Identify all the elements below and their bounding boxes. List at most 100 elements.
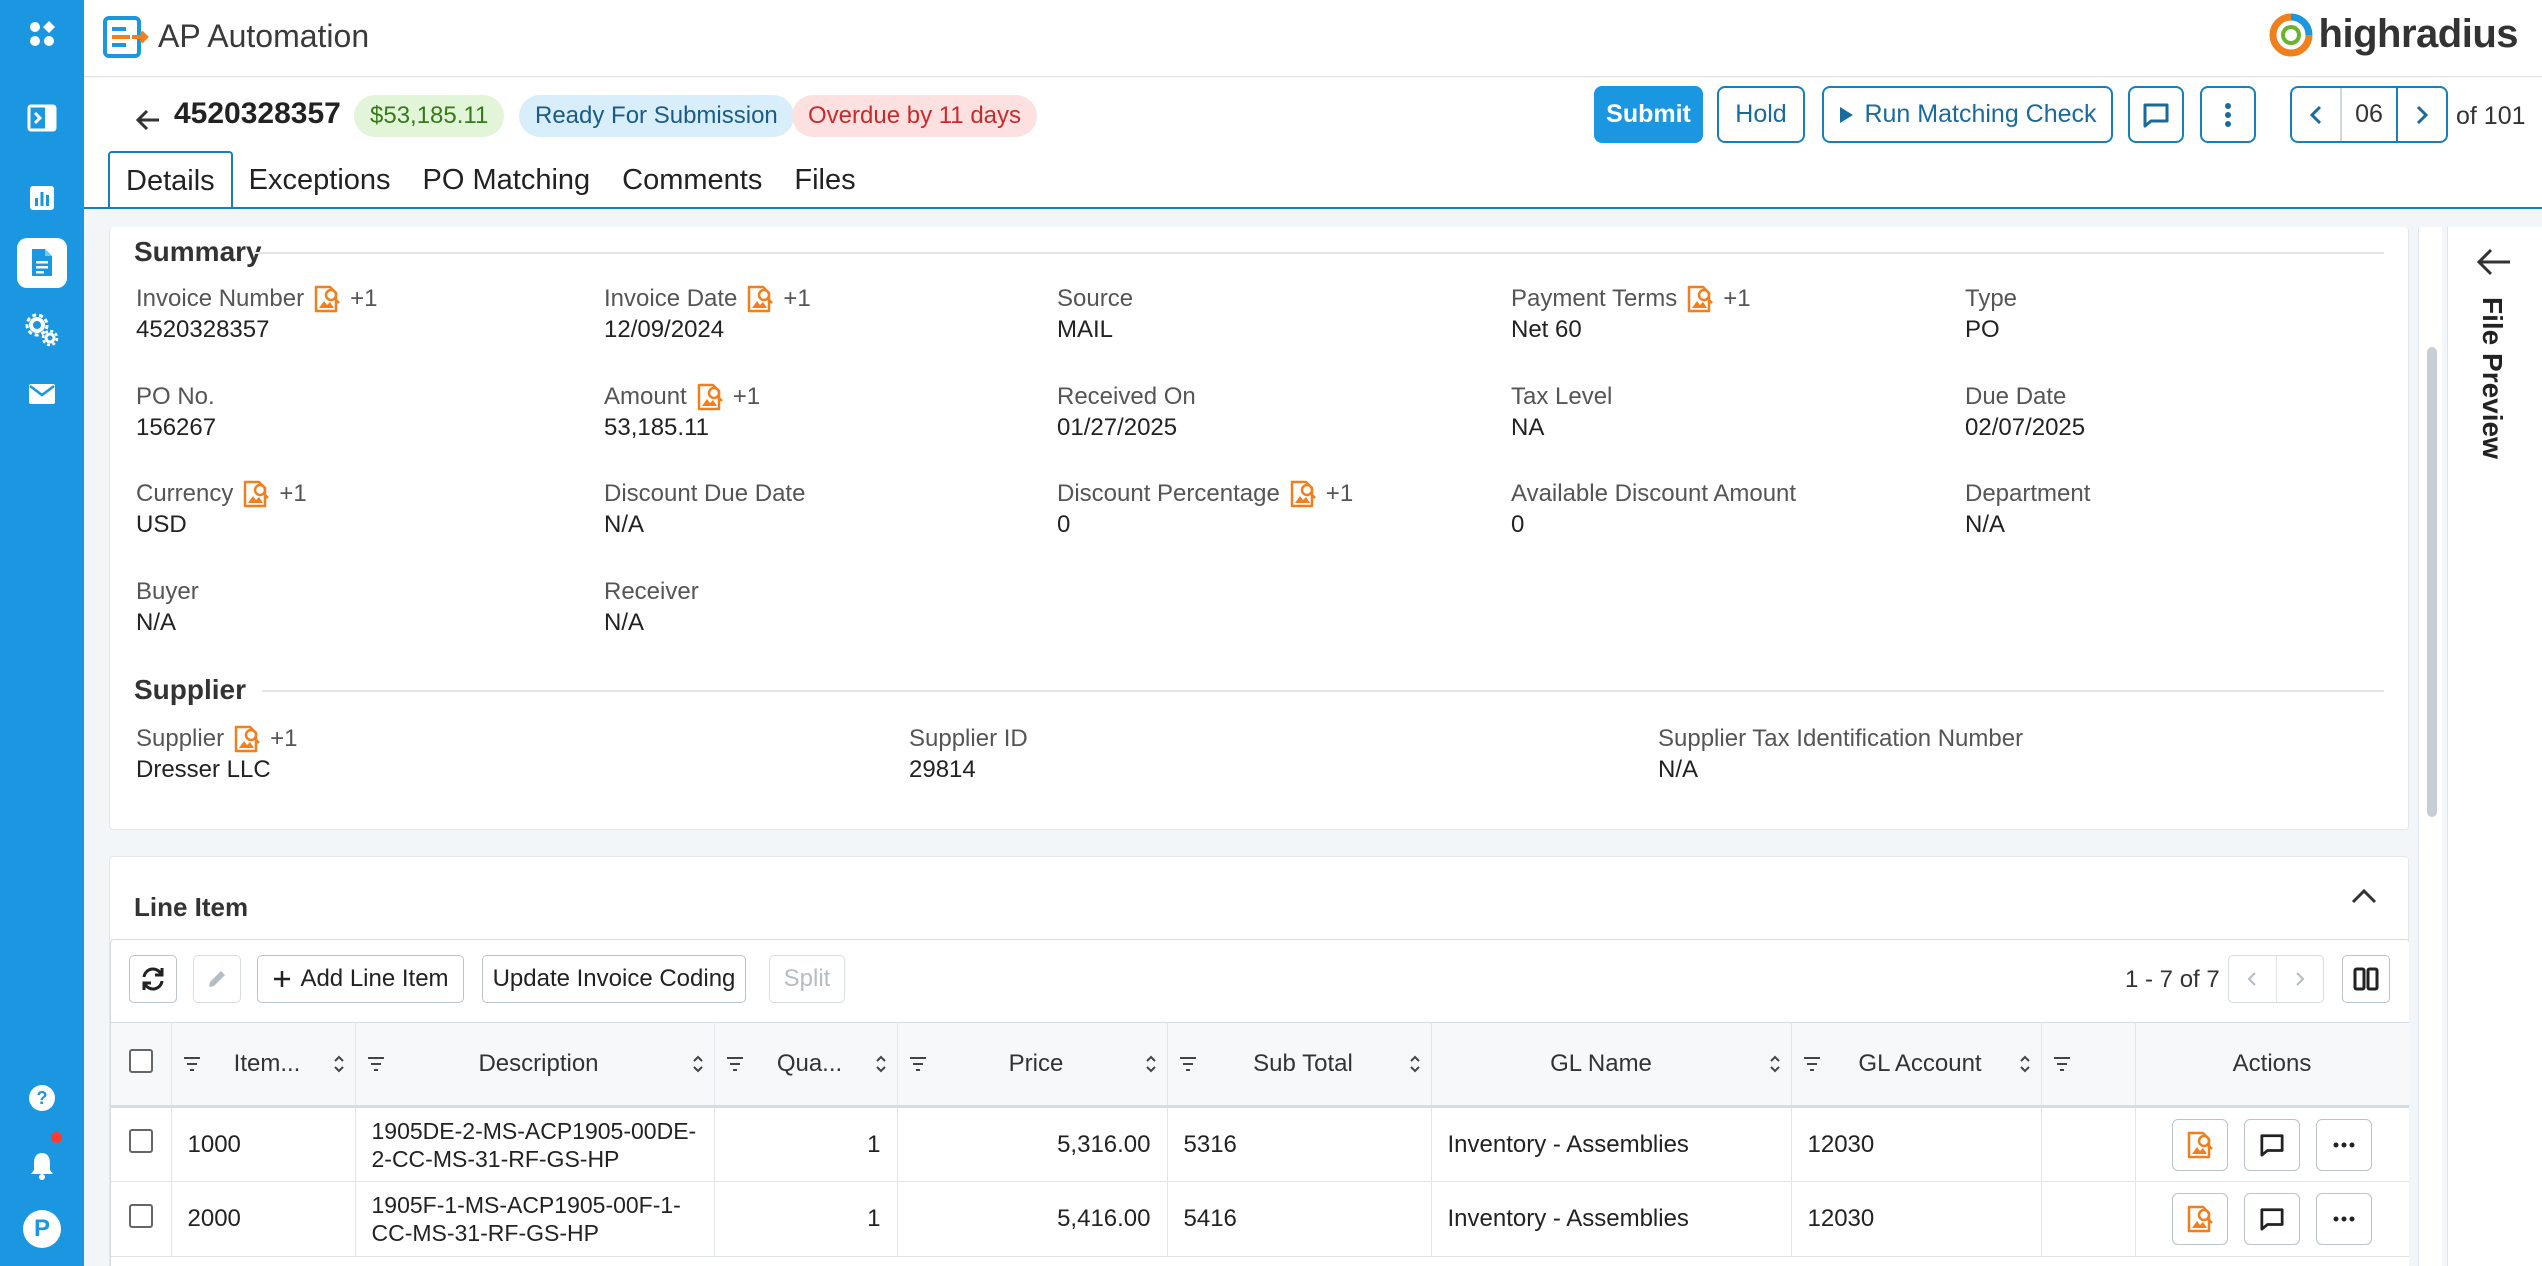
received-on-label: Received On [1057,383,1196,410]
tab-po-matching[interactable]: PO Matching [422,163,591,196]
add-line-item-button[interactable]: Add Line Item [257,955,464,1003]
sort-icon[interactable] [1145,1054,1157,1074]
previous-page-button[interactable] [2229,956,2276,1002]
filter-icon[interactable] [182,1056,202,1072]
filter-icon[interactable] [1802,1056,1822,1072]
currency-extra[interactable]: +1 [279,480,307,507]
run-matching-check-button[interactable]: Run Matching Check [1822,86,2113,143]
document-image-icon[interactable] [232,724,262,754]
filter-icon[interactable] [1178,1056,1198,1072]
bar-chart-icon[interactable] [17,173,67,223]
gl-account-cell[interactable]: 12030 [1791,1181,2042,1257]
filter-icon[interactable] [908,1056,928,1072]
price-cell[interactable]: 5,316.00 [897,1106,1168,1182]
column-header-price[interactable]: Price [897,1022,1168,1108]
content-scrollbar[interactable] [2418,227,2442,1266]
column-header-description[interactable]: Description [355,1022,715,1108]
row-more-button[interactable] [2316,1193,2372,1245]
back-arrow-icon[interactable] [128,100,168,140]
previous-invoice-button[interactable] [2292,88,2340,141]
chevron-up-icon[interactable] [2350,887,2378,905]
hold-button[interactable]: Hold [1717,86,1805,143]
discount-percentage-value: 0 [1057,511,1071,538]
update-invoice-coding-button[interactable]: Update Invoice Coding [482,955,746,1003]
filter-icon[interactable] [366,1056,386,1072]
gl-name-cell[interactable]: Inventory - Assemblies [1431,1106,1792,1182]
gl-account-cell[interactable]: 12030 [1791,1106,2042,1182]
price-cell[interactable]: 5,416.00 [897,1181,1168,1257]
invoice-date-extra[interactable]: +1 [783,285,811,312]
column-header-gl-name[interactable]: GL Name [1431,1022,1792,1108]
tab-exceptions[interactable]: Exceptions [248,163,391,196]
document-image-icon[interactable] [1288,479,1318,509]
column-header-subtotal[interactable]: Sub Total [1167,1022,1432,1108]
sort-icon[interactable] [875,1054,887,1074]
edit-button[interactable] [193,955,241,1003]
invoice-number-extra[interactable]: +1 [350,285,378,312]
description-cell[interactable]: 1905DE-2-MS-ACP1905-00DE-2-CC-MS-31-RF-G… [355,1106,715,1182]
gears-icon[interactable] [17,305,67,355]
avatar[interactable]: P [23,1210,61,1248]
sort-icon[interactable] [1409,1054,1421,1074]
bell-icon[interactable] [17,1140,67,1190]
more-options-button[interactable] [2200,86,2256,143]
row-checkbox[interactable] [128,1203,153,1228]
filter-icon[interactable] [2052,1056,2072,1072]
view-document-button[interactable] [2172,1193,2228,1245]
sort-icon[interactable] [2019,1054,2031,1074]
expand-preview-arrow-icon[interactable] [2476,247,2512,277]
document-icon[interactable] [17,238,67,288]
item-cell[interactable]: 1000 [171,1106,356,1182]
quantity-cell[interactable]: 1 [714,1106,898,1182]
submit-button[interactable]: Submit [1594,86,1703,143]
description-cell[interactable]: 1905F-1-MS-ACP1905-00F-1-CC-MS-31-RF-GS-… [355,1181,715,1257]
column-header-extra[interactable] [2041,1022,2136,1108]
discount-percentage-extra[interactable]: +1 [1325,480,1354,507]
payment-terms-label: Payment Terms [1511,285,1678,312]
mail-icon[interactable] [17,369,67,419]
row-checkbox[interactable] [128,1129,153,1153]
view-document-button[interactable] [2172,1118,2228,1171]
amount-extra[interactable]: +1 [732,383,761,410]
row-more-button[interactable] [2316,1118,2372,1171]
comment-button[interactable] [2128,86,2184,143]
sort-icon[interactable] [1769,1054,1781,1074]
row-comment-button[interactable] [2244,1193,2300,1245]
apps-icon[interactable] [17,9,67,59]
column-header-gl-account[interactable]: GL Account [1791,1022,2042,1108]
refresh-button[interactable] [129,955,177,1003]
column-header-item[interactable]: Item... [171,1022,356,1108]
scrollbar-thumb[interactable] [2427,347,2437,817]
document-image-icon[interactable] [745,284,775,314]
quantity-cell[interactable]: 1 [714,1181,898,1257]
subtotal-cell[interactable]: 5416 [1167,1181,1432,1257]
select-all-checkbox[interactable] [128,1048,153,1073]
subtotal-cell[interactable]: 5316 [1167,1106,1432,1182]
row-comment-button[interactable] [2244,1118,2300,1171]
document-image-icon[interactable] [241,479,271,509]
next-invoice-button[interactable] [2398,88,2446,141]
tab-files[interactable]: Files [794,163,856,196]
document-image-icon[interactable] [1685,284,1715,314]
gl-name-cell[interactable]: Inventory - Assemblies [1431,1181,1792,1257]
help-icon[interactable]: ? [17,1073,67,1123]
next-page-button[interactable] [2275,956,2324,1002]
document-image-icon[interactable] [695,382,725,412]
file-preview-label[interactable]: File Preview [2477,297,2508,459]
payment-terms-extra[interactable]: +1 [1723,285,1751,312]
sort-icon[interactable] [692,1054,704,1074]
supplier-id-field: Supplier ID 29814 [909,724,1028,784]
column-header-quantity[interactable]: Qua... [714,1022,898,1108]
filter-icon[interactable] [725,1056,745,1072]
item-cell[interactable]: 2000 [171,1181,356,1257]
supplier-extra[interactable]: +1 [270,725,298,752]
tab-comments[interactable]: Comments [622,163,763,196]
tab-details[interactable]: Details [108,151,233,209]
split-button[interactable]: Split [769,955,845,1003]
sort-icon[interactable] [333,1054,345,1074]
app-title: AP Automation [158,18,370,54]
document-image-icon[interactable] [312,284,342,314]
sidebar-toggle-icon[interactable] [17,93,67,143]
invoice-id: 4520328357 [174,97,341,130]
columns-button[interactable] [2342,955,2390,1003]
